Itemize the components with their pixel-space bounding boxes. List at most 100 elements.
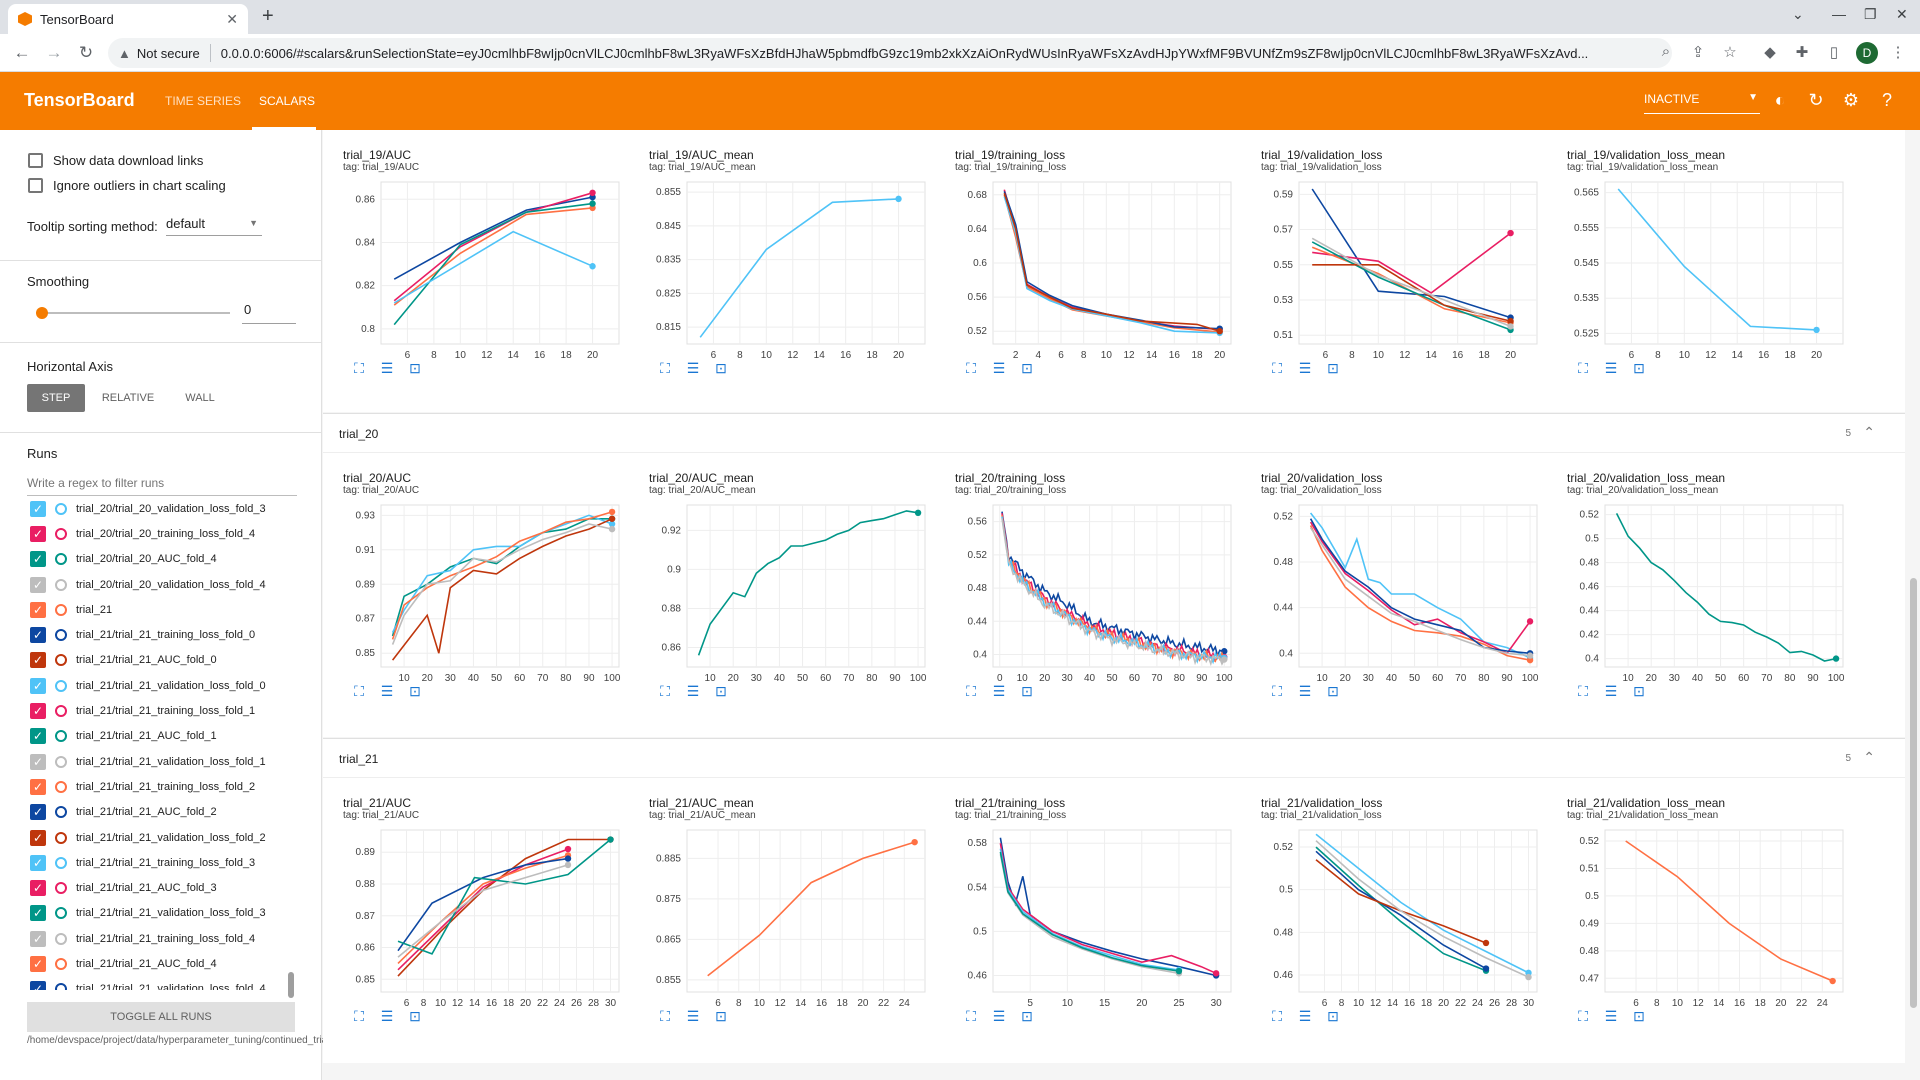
series-line[interactable]: [393, 192, 593, 302]
series-line[interactable]: [707, 841, 915, 977]
run-checkbox[interactable]: ✓: [30, 601, 46, 618]
toggle-log-scale-icon[interactable]: ☰: [1298, 360, 1312, 376]
run-checkbox[interactable]: ✓: [30, 652, 46, 669]
series-line[interactable]: [699, 198, 899, 338]
address-bar[interactable]: ▲ Not secure 0.0.0.0:6006/#scalars&runSe…: [108, 38, 1672, 68]
bookmark-star-icon[interactable]: ☆: [1723, 44, 1737, 61]
fit-domain-icon[interactable]: ⊡: [715, 360, 727, 376]
back-icon[interactable]: ←: [13, 43, 31, 62]
series-end-point[interactable]: [1526, 656, 1534, 664]
series-line[interactable]: [1315, 846, 1487, 972]
run-color-swatch[interactable]: [55, 957, 67, 970]
inactive-plugins-select[interactable]: INACTIVE ▼: [1644, 92, 1760, 114]
run-checkbox[interactable]: ✓: [30, 905, 46, 922]
run-item[interactable]: ✓ trial_20/trial_20_validation_loss_fold_…: [0, 572, 322, 597]
chart-svg[interactable]: 6 8 10 12 14 16 18 20 22 24 26 28 30 0.46 0.48 0.5 0.52: [1241, 820, 1547, 1020]
series-line[interactable]: [393, 230, 593, 304]
run-checkbox[interactable]: ✓: [30, 804, 46, 821]
fullscreen-icon[interactable]: ⛶: [1272, 360, 1282, 376]
show-download-links-checkbox[interactable]: Show data download links: [28, 153, 203, 168]
run-item[interactable]: ✓ trial_21/trial_21_validation_loss_fold_…: [0, 977, 322, 990]
series-line[interactable]: [1315, 840, 1529, 978]
run-color-swatch[interactable]: [55, 806, 67, 819]
series-end-point[interactable]: [1212, 970, 1220, 977]
series-end-point[interactable]: [589, 200, 596, 207]
chart-svg[interactable]: 10 20 30 40 50 60 70 80 90 100 0.4 0.44 0.48 0.52: [1241, 495, 1547, 695]
run-checkbox[interactable]: ✓: [30, 778, 46, 795]
chart-svg[interactable]: 10 20 30 40 50 60 70 80 90 100 0.85 0.87 0.89 0.91 0.9…: [323, 495, 629, 695]
run-item[interactable]: ✓ trial_21/trial_21_validation_loss_fold_…: [0, 749, 322, 774]
series-line[interactable]: [393, 202, 593, 326]
series-end-point[interactable]: [1526, 618, 1534, 625]
chevron-up-icon[interactable]: ⌃: [1863, 424, 1875, 440]
series-end-point[interactable]: [1507, 229, 1514, 237]
series-end-point[interactable]: [914, 509, 922, 517]
series-line[interactable]: [397, 848, 569, 971]
run-item[interactable]: ✓ trial_21/trial_21_training_loss_fold_0: [0, 622, 322, 647]
fit-domain-icon[interactable]: ⊡: [1021, 683, 1033, 699]
toggle-log-scale-icon[interactable]: ☰: [992, 683, 1006, 699]
toggle-log-scale-icon[interactable]: ☰: [380, 683, 394, 699]
run-color-swatch[interactable]: [55, 755, 67, 768]
chart-svg[interactable]: 10 20 30 40 50 60 70 80 90 100 0.4 0.42 0.44 0.46 0.48…: [1547, 495, 1853, 695]
sidepanel-icon[interactable]: ▯: [1829, 44, 1839, 61]
fullscreen-icon[interactable]: ⛶: [1578, 683, 1588, 699]
checkbox-box[interactable]: [28, 153, 43, 168]
run-checkbox[interactable]: ✓: [30, 753, 46, 770]
toggle-log-scale-icon[interactable]: ☰: [1604, 683, 1618, 699]
series-end-point[interactable]: [564, 845, 572, 853]
chart-svg[interactable]: 0 10 20 30 40 50 60 70 80 90 100 0.4 0.44 0.48 0.52 0.5…: [935, 495, 1241, 695]
run-color-swatch[interactable]: [55, 831, 67, 844]
share-icon[interactable]: ⇪: [1691, 44, 1705, 61]
run-color-swatch[interactable]: [55, 629, 67, 642]
puzzle-icon[interactable]: ✚: [1795, 44, 1809, 61]
extension-icon[interactable]: ◆: [1764, 44, 1776, 61]
fit-domain-icon[interactable]: ⊡: [1021, 1008, 1033, 1024]
settings-icon[interactable]: ⚙: [1842, 90, 1860, 110]
refresh-icon[interactable]: ↻: [1808, 90, 1824, 110]
series-end-point[interactable]: [1829, 977, 1836, 985]
fit-domain-icon[interactable]: ⊡: [1633, 360, 1645, 376]
series-end-point[interactable]: [1482, 965, 1490, 972]
run-item[interactable]: ✓ trial_20/trial_20_training_loss_fold_4: [0, 521, 322, 546]
series-line[interactable]: [1311, 237, 1511, 328]
run-item[interactable]: ✓ trial_21/trial_21_AUC_fold_0: [0, 648, 322, 673]
run-item[interactable]: ✓ trial_21/trial_21_training_loss_fold_3: [0, 850, 322, 875]
run-checkbox[interactable]: ✓: [30, 930, 46, 947]
chart-svg[interactable]: 6 8 10 12 14 16 18 20 0.525 0.535 0.545 0.555 0.565: [1547, 172, 1853, 372]
toggle-log-scale-icon[interactable]: ☰: [686, 1008, 700, 1024]
chart-svg[interactable]: 6 8 10 12 14 16 18 20 22 24 0.855 0.865 0.875 0.885: [629, 820, 935, 1020]
run-item[interactable]: ✓ trial_20/trial_20_validation_loss_fold_…: [0, 496, 322, 521]
tab-scalars[interactable]: SCALARS: [259, 94, 316, 108]
chart-svg[interactable]: 6 8 10 12 14 16 18 20 0.51 0.53 0.55 0.57 0.59: [1241, 172, 1547, 372]
main-scrollbar-thumb[interactable]: [1910, 578, 1917, 1008]
minimize-icon[interactable]: —: [1832, 6, 1846, 22]
restore-icon[interactable]: ❐: [1864, 6, 1877, 22]
fit-domain-icon[interactable]: ⊡: [1633, 683, 1645, 699]
help-icon[interactable]: ?: [1881, 90, 1892, 110]
run-color-swatch[interactable]: [55, 502, 67, 515]
series-end-point[interactable]: [564, 855, 572, 862]
fit-domain-icon[interactable]: ⊡: [409, 683, 421, 699]
chart-svg[interactable]: 6 8 10 12 14 16 18 20 0.815 0.825 0.835 0.845 0.855: [629, 172, 935, 372]
series-end-point[interactable]: [1482, 939, 1490, 947]
fullscreen-icon[interactable]: ⛶: [966, 1008, 976, 1024]
toggle-log-scale-icon[interactable]: ☰: [380, 360, 394, 376]
series-line[interactable]: [999, 848, 1180, 971]
chart-svg[interactable]: 5 10 15 20 25 30 0.46 0.5 0.54 0.58: [935, 820, 1241, 1020]
fit-domain-icon[interactable]: ⊡: [715, 1008, 727, 1024]
menu-kebab-icon[interactable]: ⋮: [1890, 44, 1906, 61]
series-end-point[interactable]: [1507, 323, 1514, 330]
toggle-log-scale-icon[interactable]: ☰: [992, 1008, 1006, 1024]
fullscreen-icon[interactable]: ⛶: [660, 1008, 670, 1024]
run-item[interactable]: ✓ trial_21/trial_21_validation_loss_fold_…: [0, 901, 322, 926]
fullscreen-icon[interactable]: ⛶: [354, 683, 364, 699]
run-color-swatch[interactable]: [55, 730, 67, 743]
series-line[interactable]: [1311, 241, 1511, 331]
toggle-all-runs-button[interactable]: TOGGLE ALL RUNS: [27, 1002, 295, 1032]
series-line[interactable]: [397, 854, 569, 964]
run-item[interactable]: ✓ trial_21/trial_21_training_loss_fold_1: [0, 698, 322, 723]
chart-svg[interactable]: 2 4 6 8 10 12 14 16 18 20 0.52 0.56 0.6 0.64 0.68: [935, 172, 1241, 372]
series-end-point[interactable]: [1813, 326, 1820, 334]
dark-mode-icon[interactable]: ◐: [1774, 90, 1786, 110]
